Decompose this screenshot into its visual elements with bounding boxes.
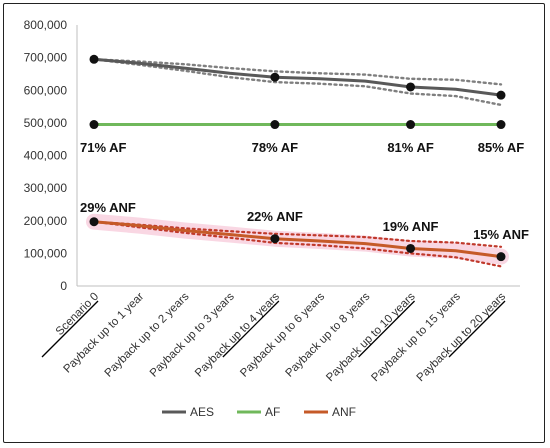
y-tick-label: 700,000 [24, 51, 68, 65]
x-tick-label: Payback up to 2 years [103, 290, 192, 379]
anf-share-label: 19% ANF [383, 219, 439, 234]
anf-share-label: 29% ANF [80, 200, 136, 215]
x-tick-label: Payback up to 4 years [193, 290, 282, 379]
x-tick-label: Payback up to 1 year [61, 291, 146, 376]
aes-point [406, 82, 416, 92]
x-tick-label: Payback up to 3 years [148, 290, 237, 379]
x-tick-label: Payback up to 8 years [284, 290, 373, 379]
category-underline [358, 300, 416, 358]
legend-label-aes: AES [190, 405, 214, 419]
y-tick-label: 400,000 [24, 149, 68, 163]
x-tick-label: Payback up to 15 years [369, 290, 463, 384]
aes-line [93, 57, 502, 97]
x-tick-label: Payback up to 20 years [415, 290, 509, 384]
aes-point [496, 90, 506, 100]
af-point [89, 120, 99, 130]
x-tick-label: Scenario 0 [54, 291, 101, 338]
anf-upper-bound [92, 220, 503, 248]
legend-label-af: AF [265, 405, 280, 419]
y-tick-label: 800,000 [24, 18, 68, 32]
aes-point [270, 72, 280, 82]
x-tick-label: Payback up to 6 years [238, 290, 327, 379]
y-tick-label: 300,000 [24, 181, 68, 195]
category-underline [448, 300, 506, 358]
af-share-label: 85% AF [478, 140, 525, 155]
anf-point [270, 234, 280, 244]
category-underline [222, 300, 280, 358]
anf-line [93, 220, 502, 259]
legend-label-anf: ANF [332, 405, 356, 419]
af-share-label: 78% AF [252, 140, 299, 155]
anf-point [89, 217, 99, 227]
af-point [406, 120, 416, 130]
af-point [270, 120, 280, 130]
aes-lower-bound [92, 58, 503, 107]
y-tick-label: 500,000 [24, 116, 68, 130]
anf-point [496, 252, 506, 262]
anf-share-label: 22% ANF [247, 209, 303, 224]
af-share-label: 71% AF [80, 140, 127, 155]
af-share-label: 81% AF [387, 140, 434, 155]
y-tick-label: 100,000 [24, 246, 68, 260]
anf-share-label: 15% ANF [473, 227, 529, 242]
y-tick-label: 600,000 [24, 83, 68, 97]
x-tick-label: Payback up to 10 years [324, 290, 418, 384]
chart-frame [3, 3, 545, 443]
aes-upper-bound [92, 58, 503, 86]
category-underline [41, 300, 99, 358]
aes-point [89, 54, 99, 64]
anf-point [406, 243, 416, 253]
anf-lower-bound [92, 220, 503, 268]
af-point [496, 120, 506, 130]
y-tick-label: 200,000 [24, 214, 68, 228]
y-tick-label: 0 [60, 279, 67, 293]
